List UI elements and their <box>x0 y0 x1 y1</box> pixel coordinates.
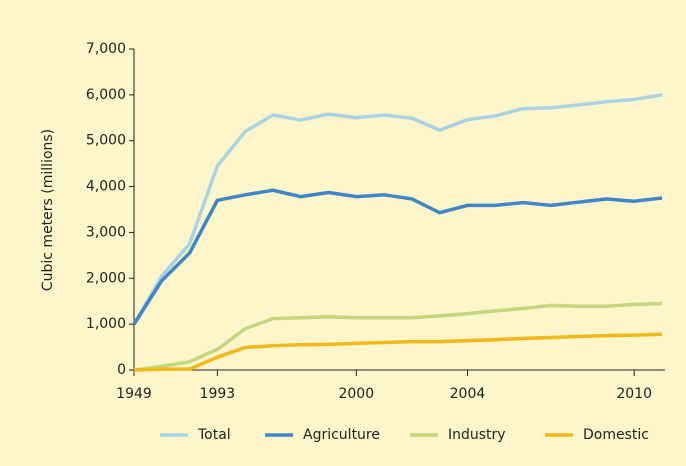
series-line <box>132 93 663 326</box>
y-tick-label: 2,000 <box>86 270 126 286</box>
y-tick-label: 5,000 <box>86 133 126 149</box>
legend-label: Industry <box>448 427 506 443</box>
series-line <box>132 188 663 326</box>
x-tick-label: 1993 <box>200 386 236 402</box>
legend-label: Domestic <box>583 427 649 443</box>
y-tick-label: 1,000 <box>86 316 126 332</box>
y-tick-label: 4,000 <box>86 179 126 195</box>
y-tick-label: 7,000 <box>86 41 126 57</box>
x-tick-label: 1949 <box>116 386 152 402</box>
y-tick-label: 0 <box>117 362 126 378</box>
legend-label: Agriculture <box>303 427 380 443</box>
x-tick-label: 2000 <box>338 386 374 402</box>
y-tick-label: 3,000 <box>86 224 126 240</box>
series-line <box>133 332 663 372</box>
x-tick-label: 2004 <box>450 386 486 402</box>
series-line <box>133 301 663 372</box>
y-axis-label: Cubic meters (millions) <box>40 129 56 291</box>
legend-label: Total <box>197 427 231 443</box>
x-tick-label: 2010 <box>616 386 652 402</box>
y-tick-label: 6,000 <box>86 87 126 103</box>
